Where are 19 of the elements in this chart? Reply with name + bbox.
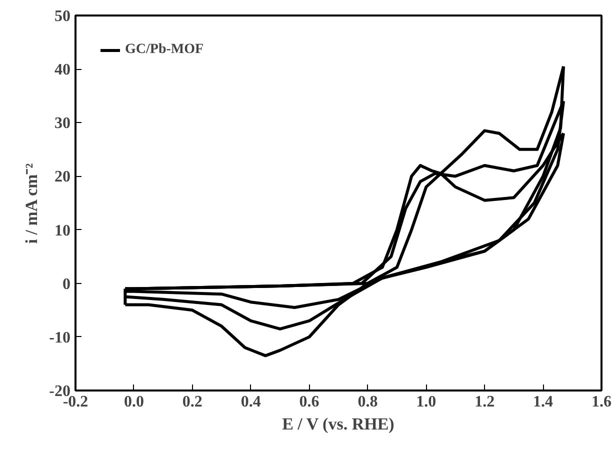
x-tick-label: 1.2 [474, 394, 495, 410]
y-tick-label: -10 [49, 329, 70, 346]
y-tick-label: 40 [54, 62, 70, 79]
x-tick-label: 0.8 [358, 394, 378, 410]
y-tick-label: 0 [62, 276, 70, 293]
y-tick-label: 10 [54, 222, 70, 240]
x-tick-label: 0.0 [124, 394, 144, 410]
y-axis-title: i / mA cm⁻² [22, 163, 42, 244]
x-tick-label: 1.4 [533, 394, 554, 410]
x-tick-label: 0.6 [299, 394, 320, 410]
x-tick-label: 0.4 [240, 394, 261, 410]
y-tick-label: 30 [54, 115, 70, 132]
y-tick-label: 50 [54, 8, 70, 25]
legend-label: GC/Pb-MOF [125, 42, 204, 58]
x-axis-title: E / V (vs. RHE) [282, 414, 394, 434]
x-tick-label: 0.2 [182, 394, 202, 410]
x-tick-label: 1.6 [592, 394, 612, 410]
x-tick-label: 1.0 [416, 394, 436, 410]
y-tick-label: 20 [54, 168, 70, 186]
